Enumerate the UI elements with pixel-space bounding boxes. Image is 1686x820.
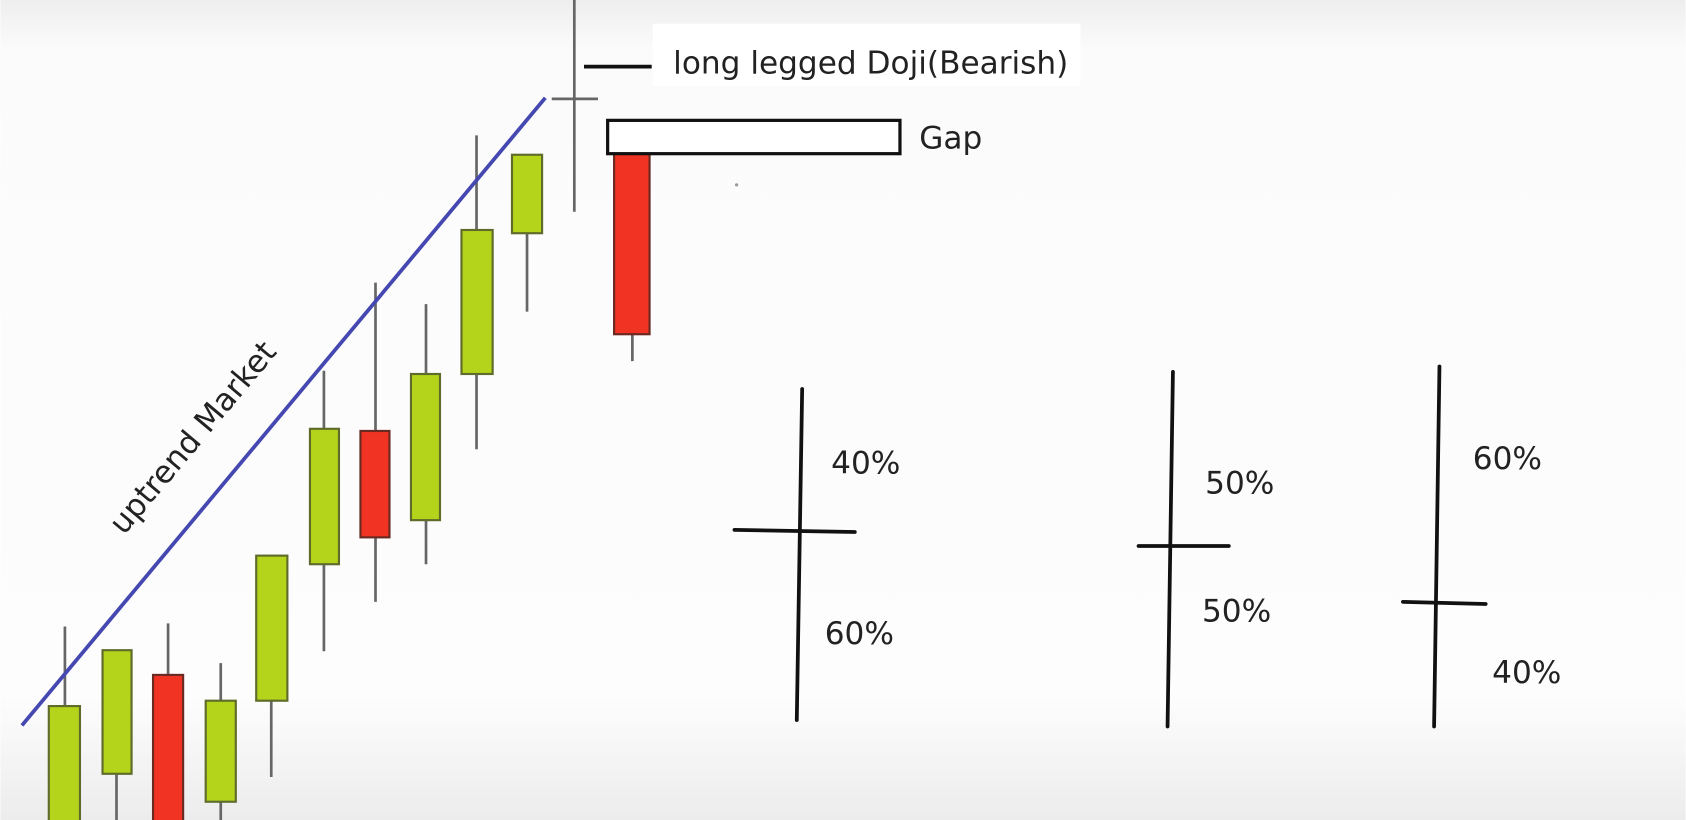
upper-share: 60% — [1473, 441, 1542, 477]
doji-diagram: 60% 40% — [1401, 364, 1561, 729]
upper-share: 50% — [1205, 466, 1274, 502]
lower-share: 40% — [1492, 655, 1561, 691]
candles — [47, 0, 651, 820]
doji-diagram: 50% 50% — [1136, 369, 1274, 729]
label-box — [652, 23, 1081, 86]
trend-line — [20, 96, 547, 727]
gap-box — [606, 118, 902, 156]
doji-label: long legged Doji(Bearish) — [673, 45, 1068, 81]
dot — [734, 183, 739, 187]
lower-share: 60% — [825, 616, 894, 652]
upper-share: 40% — [831, 445, 900, 481]
gap-label: Gap — [919, 121, 982, 157]
doji-diagram: 40% 60% — [732, 387, 900, 722]
lower-share: 50% — [1202, 594, 1271, 630]
